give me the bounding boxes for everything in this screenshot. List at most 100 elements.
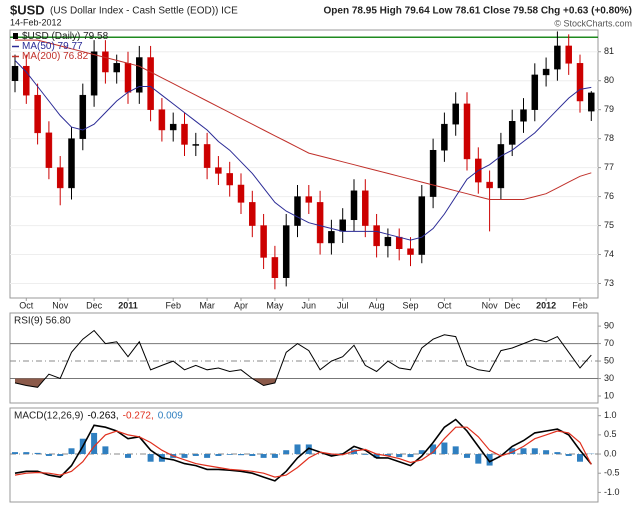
candle-body <box>407 248 414 255</box>
histogram-bar <box>68 448 75 455</box>
y-tick-label: 73 <box>604 278 614 288</box>
histogram-bar <box>181 454 188 458</box>
candle-body <box>362 190 369 226</box>
histogram-bar <box>351 449 357 455</box>
y-tick-label: 77 <box>604 162 614 172</box>
histogram-bar <box>565 454 572 456</box>
histogram-bar <box>543 450 550 455</box>
macd-line <box>14 418 592 482</box>
y-tick-label: 76 <box>604 191 614 201</box>
histogram-bar <box>430 444 437 455</box>
source: © StockCharts.com <box>554 18 632 28</box>
rsi-panel <box>9 312 599 404</box>
histogram-bar <box>328 454 335 456</box>
macd-line <box>14 426 592 478</box>
histogram-bar <box>147 454 154 462</box>
candle-body <box>192 144 200 146</box>
panel-title: MACD(12,26,9) <box>14 411 83 422</box>
legend-icon <box>13 33 18 39</box>
histogram-bar <box>23 452 30 455</box>
histogram-bar <box>373 454 380 458</box>
y-tick-label: 0.5 <box>604 429 617 439</box>
candle-body <box>249 202 256 226</box>
histogram-bar <box>554 452 561 455</box>
histogram-bar <box>577 454 583 462</box>
histogram-bar <box>102 446 109 455</box>
candle-body <box>418 196 426 255</box>
candle-body <box>520 109 527 122</box>
candle-body <box>508 121 516 145</box>
y-tick-label: 81 <box>604 46 614 56</box>
legend-label: $USD (Daily) 79.58 <box>22 31 109 42</box>
candle-body <box>452 103 459 125</box>
x-tick-label: Mar <box>199 300 215 310</box>
y-tick-label: 79 <box>604 104 614 114</box>
candle-body <box>441 123 448 151</box>
x-tick-label: Feb <box>165 300 181 310</box>
y-tick-label: 75 <box>604 220 614 230</box>
histogram-bar <box>260 454 267 458</box>
histogram-bar <box>464 454 470 458</box>
date: 14-Feb-2012 <box>10 17 62 27</box>
quote: Open 78.95 High 79.64 Low 78.61 Close 79… <box>324 6 632 17</box>
x-tick-label: Aug <box>369 300 385 310</box>
y-tick-label: -0.5 <box>604 468 620 478</box>
histogram-bar <box>486 454 493 466</box>
histogram-bar <box>531 448 538 455</box>
y-tick-label: 80 <box>604 75 614 85</box>
x-tick-label: Dec <box>504 300 521 310</box>
x-tick-label: 2011 <box>118 300 138 310</box>
panel-title: RSI(9) 56.80 <box>14 316 71 327</box>
candle-body <box>90 51 98 96</box>
moving-average <box>15 39 592 200</box>
legend-label: MA(200) 76.82 <box>22 51 89 62</box>
y-tick-label: 10 <box>604 390 614 400</box>
candle-body <box>45 132 53 168</box>
histogram-bar <box>396 454 403 458</box>
x-tick-label: Apr <box>234 300 248 310</box>
price-panel <box>9 29 599 299</box>
x-tick-label: Sep <box>402 300 418 310</box>
x-tick-label: Jun <box>302 300 317 310</box>
histogram-bar <box>283 450 290 455</box>
histogram-bar <box>125 454 131 458</box>
x-tick-label: Oct <box>19 300 34 310</box>
candle-body <box>124 63 132 93</box>
histogram-bar <box>215 454 222 456</box>
histogram-bar <box>249 454 256 456</box>
x-tick-label: 2012 <box>536 300 556 310</box>
histogram-bar <box>441 442 448 455</box>
candle-body <box>215 167 222 174</box>
candle-body <box>328 231 335 244</box>
candle-body <box>542 68 550 76</box>
legend-label: -0.263, <box>87 411 118 422</box>
candle-body <box>531 74 539 110</box>
y-tick-label: -1.0 <box>604 487 620 497</box>
candle-body <box>350 190 358 221</box>
y-tick-label: 74 <box>604 249 614 259</box>
candle-body <box>147 57 154 110</box>
candle-body <box>373 225 380 247</box>
candle-body <box>136 57 143 93</box>
candle-body <box>260 225 267 258</box>
y-tick-label: 50 <box>604 355 614 365</box>
histogram-bar <box>34 452 41 455</box>
y-tick-label: 1.0 <box>604 410 617 420</box>
candle-body <box>429 149 437 197</box>
histogram-bar <box>91 432 98 455</box>
histogram-bar <box>384 454 391 456</box>
candle-body <box>11 65 19 81</box>
histogram-bar <box>271 454 278 458</box>
candle-body <box>169 123 177 131</box>
histogram-bar <box>192 454 199 456</box>
candle-body <box>23 65 30 96</box>
candle-body <box>203 144 211 168</box>
candle-body <box>282 225 290 278</box>
candle-body <box>497 144 505 189</box>
candle-body <box>237 184 245 203</box>
histogram-bar <box>407 454 414 458</box>
candle-body <box>102 51 109 73</box>
y-tick-label: 70 <box>604 338 614 348</box>
histogram-bar <box>475 454 482 464</box>
